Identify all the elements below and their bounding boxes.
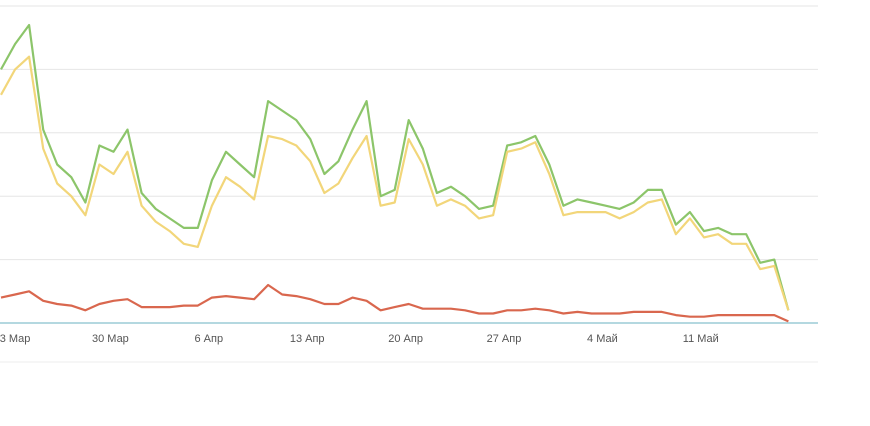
x-tick-label: 6 Апр: [195, 333, 224, 345]
series-line-2: [0, 55, 790, 311]
series-line-1: [0, 23, 790, 311]
x-tick-label: 23 Мар: [0, 333, 30, 345]
x-axis-ticks: 23 Мар 30 Мар 6 Апр 13 Апр 20 Апр 27 Апр 4 Май…: [0, 333, 719, 345]
x-tick-label: 30 Мар: [92, 333, 129, 345]
grid: [0, 5, 818, 363]
series-lines: [0, 23, 790, 323]
x-tick-label: 20 Апр: [388, 333, 423, 345]
x-tick-label: 4 Май: [587, 333, 618, 345]
x-tick-label: 11 Май: [683, 333, 719, 345]
series-line-3: [0, 283, 789, 323]
x-tick-label: 13 Апр: [290, 333, 325, 345]
x-tick-label: 27 Апр: [487, 333, 522, 345]
